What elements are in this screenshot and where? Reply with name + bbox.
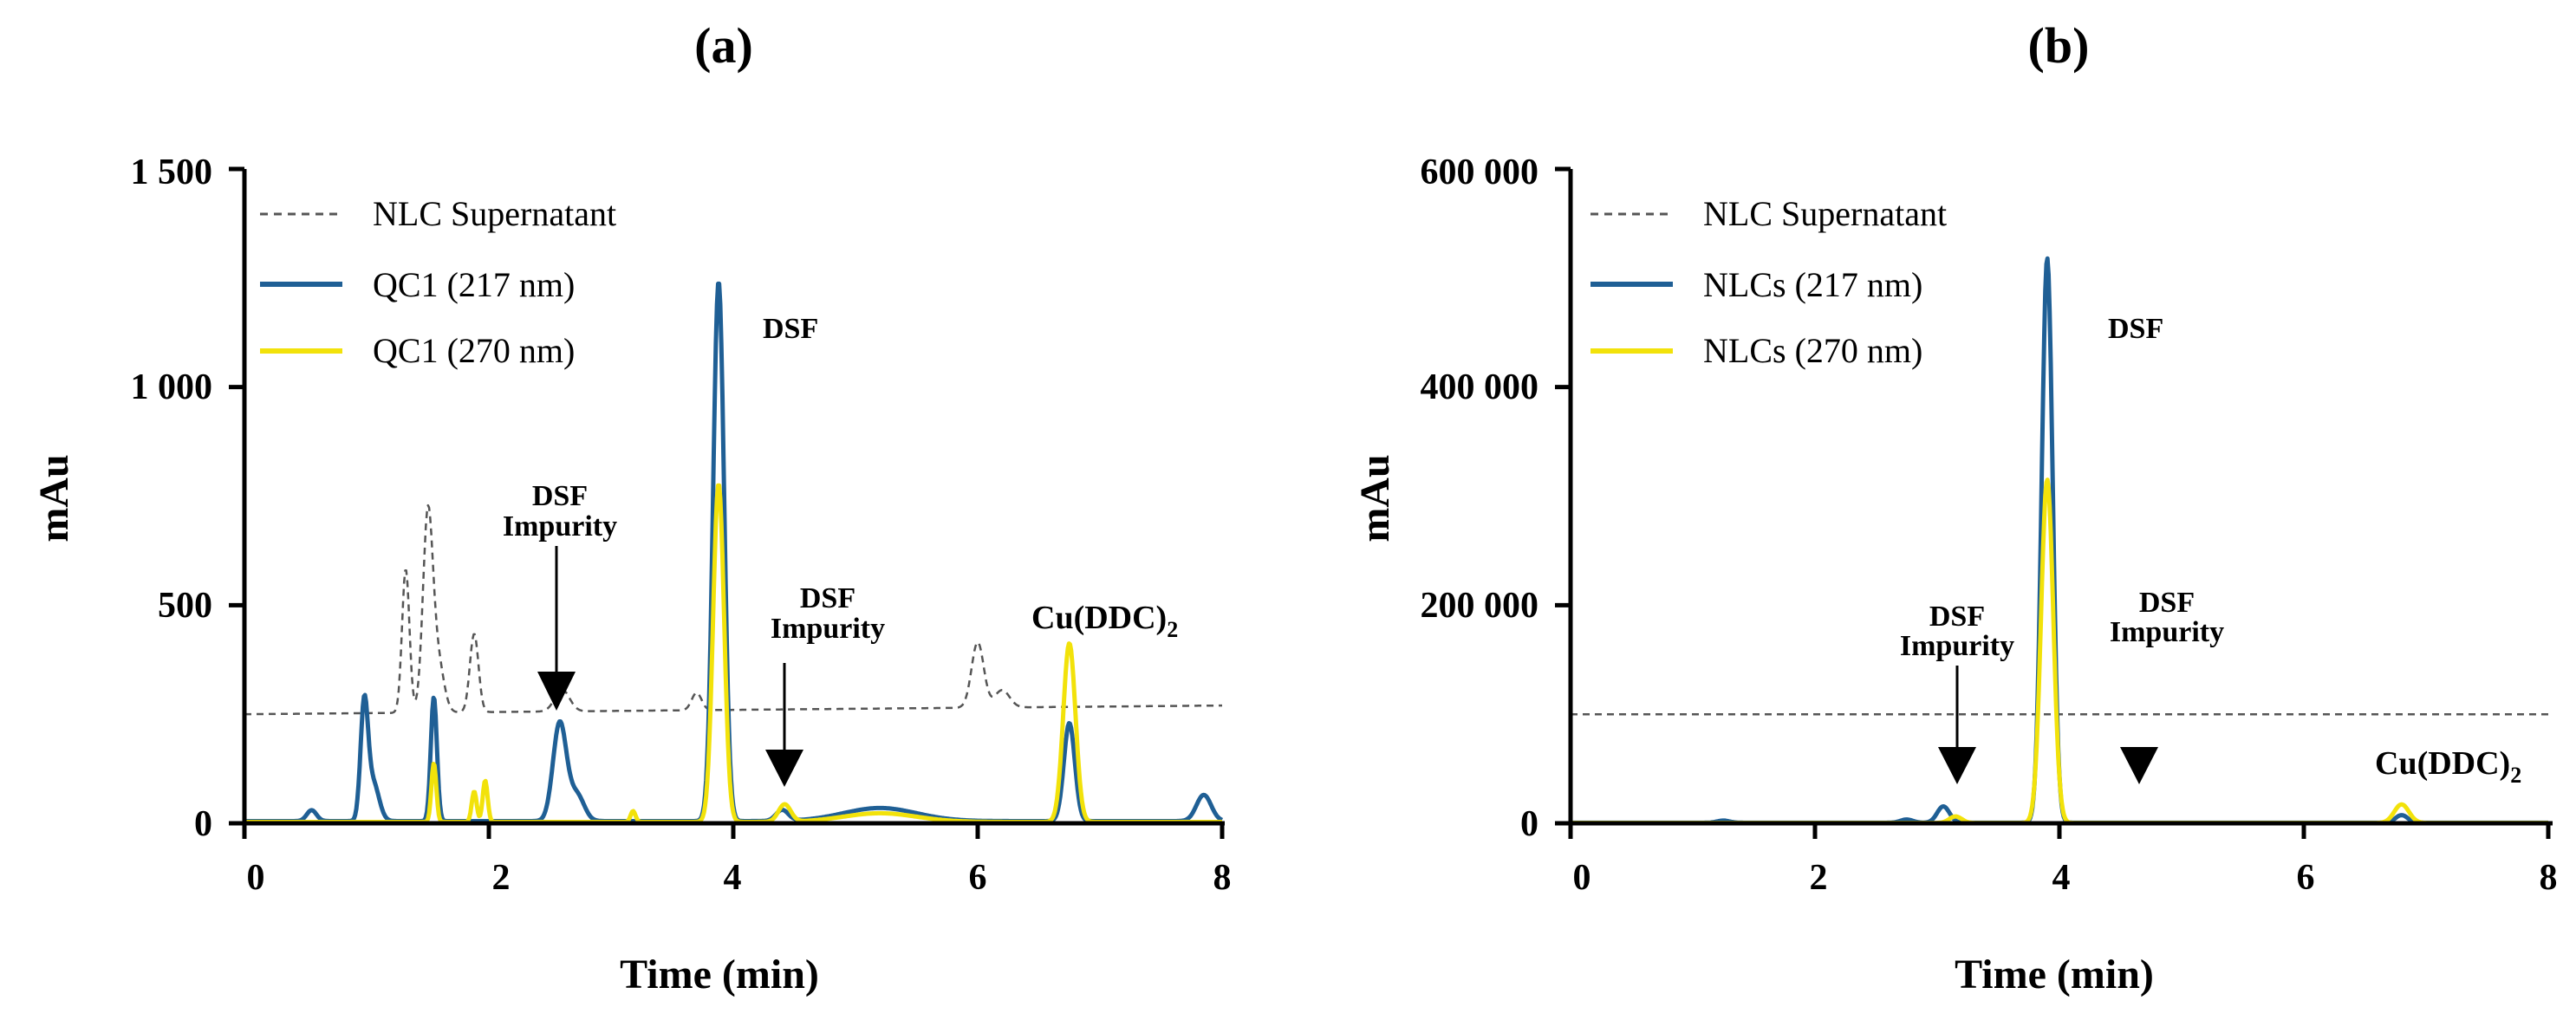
panel-b-xtick-label: 0 xyxy=(1573,858,1591,898)
panel-a-impurity-1-line2: Impurity xyxy=(503,510,617,542)
panel-b-ticks xyxy=(1555,166,2551,839)
panel-b-xtick-label: 6 xyxy=(2297,858,2315,898)
panel-b-ytick-label: 400 000 xyxy=(1421,367,1539,407)
panel-a-cu-ddc-label: Cu(DDC)2 xyxy=(1031,600,1178,642)
panel-a-impurity-2-line2: Impurity xyxy=(771,613,885,645)
panel-b-y-axis-title: mAu xyxy=(1352,454,1398,542)
panel-a-legend-supernatant: NLC Supernatant xyxy=(373,194,616,233)
panel-b-ytick-label: 0 xyxy=(1520,804,1538,844)
panel-a-label: (a) xyxy=(694,17,753,74)
panel-a-ytick-label: 1 500 xyxy=(131,153,213,192)
panel-a-impurity-2-line1: DSF xyxy=(800,582,855,614)
panel-a-dsf-label: DSF xyxy=(763,313,818,345)
panel-a-xtick-label: 2 xyxy=(492,858,511,898)
panel-a-ticks xyxy=(229,166,1225,839)
panel-a-ytick-label: 500 xyxy=(158,586,212,626)
panel-b-ytick-label: 200 000 xyxy=(1421,586,1539,626)
panel-a-impurity-1-line1: DSF xyxy=(532,480,588,512)
panel-b-ytick-label: 600 000 xyxy=(1421,153,1539,192)
panel-b-impurity-1-line2: Impurity xyxy=(1900,630,2014,662)
panel-b-xtick-label: 4 xyxy=(2052,858,2071,898)
panel-b: (b) 0 2 4 6 8 0 200 000 400 000 600 000 … xyxy=(1352,17,2558,997)
panel-b-label: (b) xyxy=(2028,17,2090,74)
panel-a-xtick-label: 0 xyxy=(247,858,265,898)
panel-b-legend-supernatant: NLC Supernatant xyxy=(1703,194,1947,233)
panel-a-legend-217: QC1 (217 nm) xyxy=(373,265,575,304)
panel-a-xtick-label: 6 xyxy=(969,858,987,898)
panel-b-impurity-2-line1: DSF xyxy=(2139,587,2195,619)
panel-b-cu-ddc-label: Cu(DDC)2 xyxy=(2375,745,2521,788)
panel-b-x-axis-title: Time (min) xyxy=(1955,952,2154,997)
panel-b-impurity-2-line2: Impurity xyxy=(2110,616,2224,648)
panel-a-x-axis-title: Time (min) xyxy=(620,952,819,997)
panel-b-impurity-2-arrowhead xyxy=(2120,747,2158,784)
panel-a-ytick-label: 1 000 xyxy=(131,367,213,407)
panel-b-dsf-label: DSF xyxy=(2108,313,2163,345)
panel-a-ytick-label: 0 xyxy=(194,804,212,844)
panel-b-impurity-1-arrowhead xyxy=(1938,747,1976,784)
panel-b-xtick-label: 2 xyxy=(1810,858,1828,898)
panel-b-legend-270: NLCs (270 nm) xyxy=(1703,331,1922,370)
panel-a-y-axis-title: mAu xyxy=(31,454,77,542)
panel-a-xtick-label: 8 xyxy=(1213,858,1232,898)
panel-a: (a) 0 2 4 6 8 0 500 1 000 1 500 Time (mi… xyxy=(31,17,1232,997)
panel-a-series-nlc-supernatant xyxy=(244,504,1222,716)
panel-a-legend-270: QC1 (270 nm) xyxy=(373,331,575,370)
panel-b-impurity-1-line1: DSF xyxy=(1929,601,1985,633)
panel-a-impurity-1-arrowhead xyxy=(537,672,576,711)
panel-a-xtick-label: 4 xyxy=(724,858,742,898)
panel-b-xtick-label: 8 xyxy=(2540,858,2558,898)
panel-a-impurity-2-arrowhead xyxy=(765,750,803,787)
panel-b-legend-217: NLCs (217 nm) xyxy=(1703,265,1922,304)
